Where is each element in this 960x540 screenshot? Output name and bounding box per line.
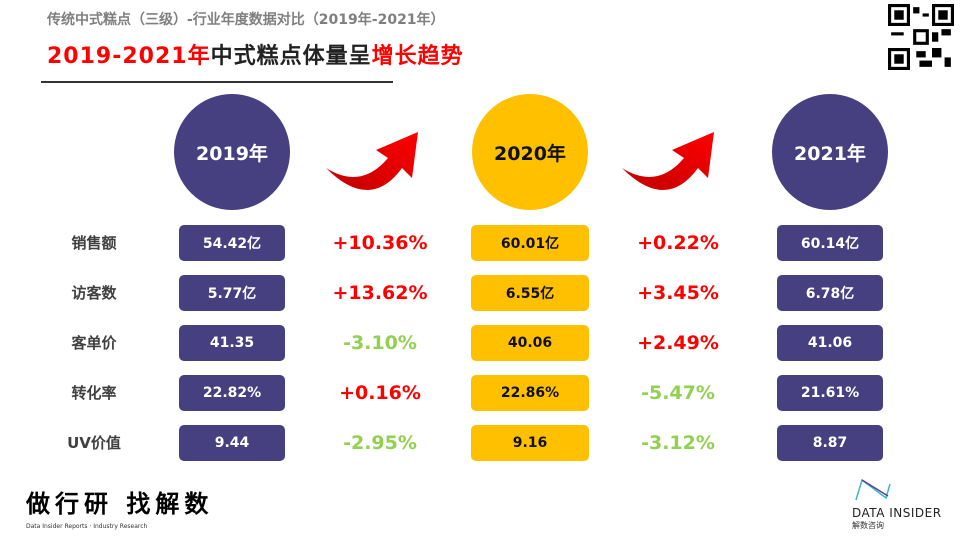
logo-cn: 解数咨询 [852, 521, 884, 530]
qr-code-icon [888, 4, 954, 70]
data-insider-logo: DATA INSIDER 解数咨询 [852, 478, 948, 531]
value-2019: 22.82% [179, 375, 285, 411]
metric-label: 转化率 [71, 384, 117, 402]
brand-slogan-sub: Data Insider Reports · Industry Research [26, 523, 148, 530]
change-2020-2021: +3.45% [637, 282, 719, 304]
metric-label: 销售额 [71, 234, 117, 252]
change-2019-2020: +0.16% [339, 382, 421, 404]
change-2020-2021: -3.12% [641, 432, 715, 454]
title-main: 中式糕点体量呈 [210, 44, 372, 69]
value-2020: 60.01亿 [471, 225, 589, 261]
metric-label: UV价值 [67, 434, 121, 452]
value-2021: 60.14亿 [777, 225, 883, 261]
title-divider [41, 81, 393, 83]
metric-label: 客单价 [71, 334, 117, 352]
metric-label: 访客数 [71, 284, 117, 302]
year-circle-2019年: 2019年 [174, 94, 290, 210]
value-2021: 8.87 [777, 425, 883, 461]
year-circle-2021年: 2021年 [772, 94, 888, 210]
change-2019-2020: -2.95% [343, 432, 417, 454]
data-insider-logo-icon [855, 478, 891, 501]
change-2019-2020: +10.36% [332, 232, 428, 254]
change-2019-2020: +13.62% [332, 282, 428, 304]
title-highlight: 增长趋势 [371, 44, 464, 69]
value-2019: 5.77亿 [179, 275, 285, 311]
value-2021: 21.61% [777, 375, 883, 411]
title-years: 2019-2021年 [47, 44, 211, 69]
value-2020: 22.86% [471, 375, 589, 411]
change-2020-2021: +0.22% [637, 232, 719, 254]
value-2019: 41.35 [179, 325, 285, 361]
growth-arrow-icon [326, 132, 418, 190]
brand-slogan-text: 做行研 找解数 [26, 489, 214, 518]
page-title: 2019-2021年中式糕点体量呈增长趋势 [47, 38, 464, 70]
growth-arrow-icon [622, 132, 714, 190]
change-2020-2021: +2.49% [637, 332, 719, 354]
change-2019-2020: -3.10% [343, 332, 417, 354]
value-2020: 6.55亿 [471, 275, 589, 311]
value-2021: 6.78亿 [777, 275, 883, 311]
year-circle-2020年: 2020年 [472, 94, 588, 210]
logo-name: DATA INSIDER [852, 506, 942, 520]
page-subtitle: 传统中式糕点（三级）-行业年度数据对比（2019年-2021年） [47, 12, 445, 28]
value-2019: 54.42亿 [179, 225, 285, 261]
value-2021: 41.06 [777, 325, 883, 361]
value-2020: 40.06 [471, 325, 589, 361]
change-2020-2021: -5.47% [641, 382, 715, 404]
value-2020: 9.16 [471, 425, 589, 461]
value-2019: 9.44 [179, 425, 285, 461]
brand-slogan: 做行研 找解数 Data Insider Reports · Industry … [26, 484, 213, 530]
